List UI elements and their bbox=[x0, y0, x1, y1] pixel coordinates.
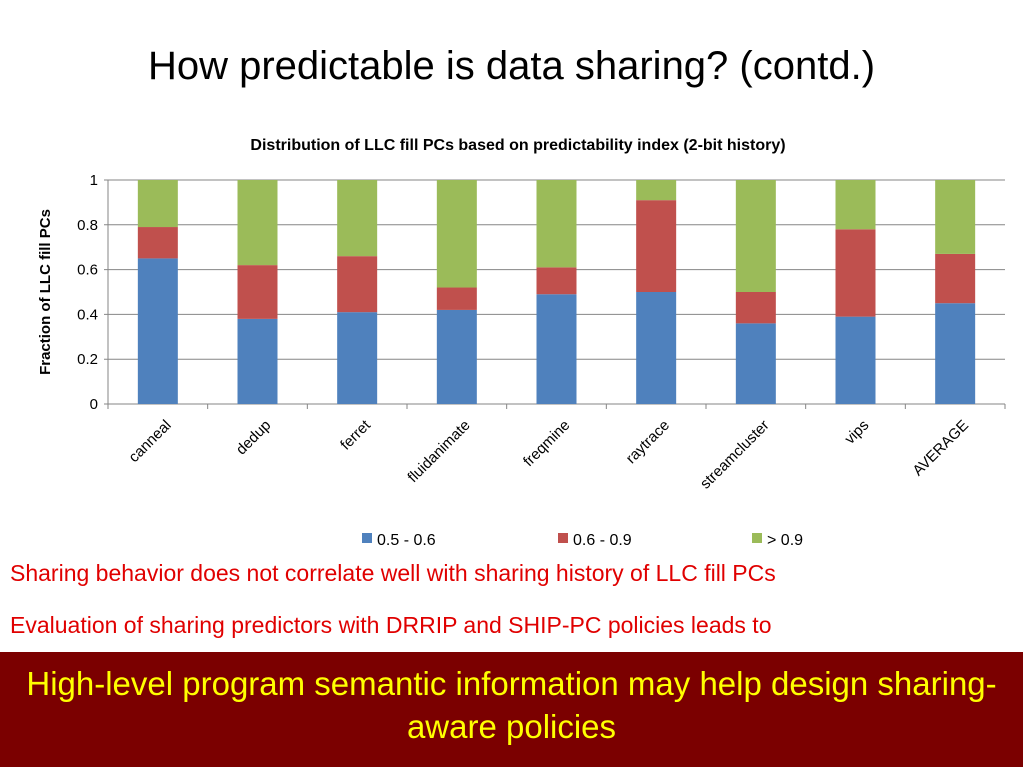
x-tick-label: streamcluster bbox=[697, 417, 773, 493]
y-tick-label: 0.6 bbox=[77, 262, 98, 279]
bar-freqmine-0-5-0-6 bbox=[536, 294, 577, 404]
x-tick-label: vips bbox=[841, 417, 872, 448]
bar-dedup-0-5-0-6 bbox=[237, 318, 278, 404]
bar-ferret-0-6-0-9 bbox=[337, 256, 378, 313]
x-tick-label: freqmine bbox=[520, 417, 573, 470]
legend-label: 0.5 - 0.6 bbox=[377, 532, 436, 549]
bar-freqmine-0-6-0-9 bbox=[536, 267, 577, 295]
stacked-bar-chart: Distribution of LLC fill PCs based on pr… bbox=[37, 137, 1006, 549]
bar-dedup-0-6-0-9 bbox=[237, 265, 278, 319]
bar-ferret-0-5-0-6 bbox=[337, 312, 378, 404]
y-tick-label: 1 bbox=[90, 172, 98, 189]
bar-raytrace--0-9 bbox=[636, 180, 677, 201]
bar-AVERAGE-0-5-0-6 bbox=[935, 303, 976, 404]
y-tick-label: 0 bbox=[90, 396, 98, 413]
legend-swatch bbox=[752, 533, 762, 543]
legend-swatch bbox=[362, 533, 372, 543]
legend-label: > 0.9 bbox=[767, 532, 803, 549]
bar-raytrace-0-5-0-6 bbox=[636, 292, 677, 404]
chart-title: Distribution of LLC fill PCs based on pr… bbox=[250, 137, 785, 154]
bullet-1: Sharing behavior does not correlate well… bbox=[10, 560, 776, 586]
bar-canneal-0-6-0-9 bbox=[137, 227, 178, 259]
bar-ferret--0-9 bbox=[337, 180, 378, 257]
bar-fluidanimate--0-9 bbox=[436, 180, 477, 288]
conclusion-banner: High-level program semantic information … bbox=[0, 652, 1023, 767]
legend-swatch bbox=[558, 533, 568, 543]
x-tick-label: fluidanimate bbox=[404, 417, 473, 486]
x-tick-label: AVERAGE bbox=[909, 417, 972, 480]
bar-vips--0-9 bbox=[835, 180, 876, 230]
y-axis-label: Fraction of LLC fill PCs bbox=[37, 209, 54, 375]
bar-dedup--0-9 bbox=[237, 180, 278, 266]
bar-freqmine--0-9 bbox=[536, 180, 577, 268]
bar-vips-0-5-0-6 bbox=[835, 316, 876, 404]
y-tick-label: 0.4 bbox=[77, 306, 98, 323]
bar-streamcluster-0-6-0-9 bbox=[735, 292, 776, 324]
bar-fluidanimate-0-6-0-9 bbox=[436, 287, 477, 310]
bullet-2: Evaluation of sharing predictors with DR… bbox=[10, 612, 772, 638]
bar-AVERAGE-0-6-0-9 bbox=[935, 253, 976, 304]
y-tick-label: 0.8 bbox=[77, 217, 98, 234]
bar-raytrace-0-6-0-9 bbox=[636, 200, 677, 292]
bar-canneal-0-5-0-6 bbox=[137, 258, 178, 404]
bar-streamcluster--0-9 bbox=[735, 180, 776, 292]
bar-streamcluster-0-5-0-6 bbox=[735, 323, 776, 404]
x-tick-label: raytrace bbox=[623, 417, 673, 467]
x-tick-label: dedup bbox=[233, 417, 275, 459]
slide-title: How predictable is data sharing? (contd.… bbox=[147, 44, 876, 88]
bar-vips-0-6-0-9 bbox=[835, 229, 876, 317]
y-tick-label: 0.2 bbox=[77, 351, 98, 368]
bar-AVERAGE--0-9 bbox=[935, 180, 976, 254]
bar-canneal--0-9 bbox=[137, 180, 178, 228]
x-tick-label: canneal bbox=[125, 417, 174, 466]
bar-fluidanimate-0-5-0-6 bbox=[436, 309, 477, 404]
legend-label: 0.6 - 0.9 bbox=[573, 532, 632, 549]
x-tick-label: ferret bbox=[337, 416, 374, 453]
